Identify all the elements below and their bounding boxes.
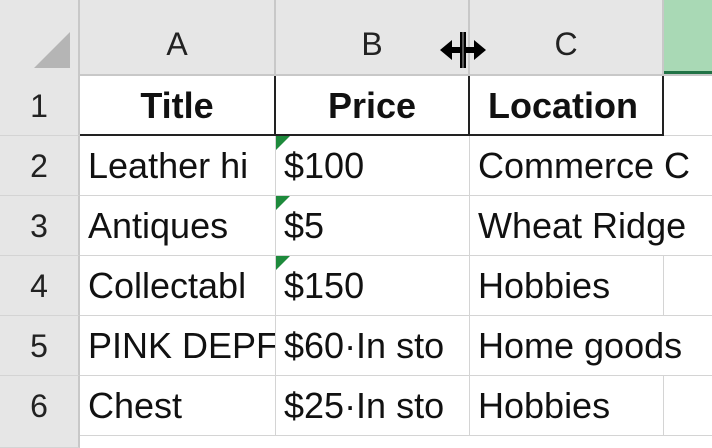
select-all-button[interactable] — [0, 0, 80, 76]
column-header-c[interactable]: C — [470, 0, 664, 74]
cell-b3-value: $5 — [284, 205, 325, 246]
cell-c2[interactable]: Commerce C — [470, 136, 712, 196]
cell-b6[interactable]: $25·In sto — [276, 376, 470, 436]
cell-d6[interactable] — [664, 376, 712, 436]
row-header-2[interactable]: 2 — [0, 136, 80, 196]
row-header-5[interactable]: 5 — [0, 316, 80, 376]
cell-b2-value: $100 — [284, 145, 365, 186]
select-all-triangle-icon — [34, 32, 70, 68]
row-header-3[interactable]: 3 — [0, 196, 80, 256]
cell-b1-price-header[interactable]: Price — [276, 76, 470, 136]
cell-a1-title-header[interactable]: Title — [80, 76, 276, 136]
cell-c6[interactable]: Hobbies — [470, 376, 664, 436]
number-stored-as-text-indicator-icon[interactable] — [276, 196, 290, 210]
cell-c3[interactable]: Wheat Ridge — [470, 196, 712, 256]
cell-c5[interactable]: Home goods — [470, 316, 712, 376]
cell-a5[interactable]: PINK DEPF — [80, 316, 276, 376]
cell-a4[interactable]: Collectabl — [80, 256, 276, 316]
row-header-7[interactable] — [0, 436, 80, 448]
cell-d4[interactable] — [664, 256, 712, 316]
column-header-d[interactable] — [664, 0, 712, 74]
cell-b4-value: $150 — [284, 265, 365, 306]
cell-c4[interactable]: Hobbies — [470, 256, 664, 316]
cell-b4[interactable]: $150 — [276, 256, 470, 316]
cell-a3[interactable]: Antiques — [80, 196, 276, 256]
cell-d1[interactable] — [664, 76, 712, 136]
row-header-1[interactable]: 1 — [0, 76, 80, 136]
number-stored-as-text-indicator-icon[interactable] — [276, 256, 290, 270]
cell-b3[interactable]: $5 — [276, 196, 470, 256]
cell-a2[interactable]: Leather hi — [80, 136, 276, 196]
cell-b2[interactable]: $100 — [276, 136, 470, 196]
number-stored-as-text-indicator-icon[interactable] — [276, 136, 290, 150]
cell-b5[interactable]: $60·In sto — [276, 316, 470, 376]
cell-a6[interactable]: Chest — [80, 376, 276, 436]
column-header-a[interactable]: A — [80, 0, 276, 74]
column-header-b[interactable]: B — [276, 0, 470, 74]
row-header-4[interactable]: 4 — [0, 256, 80, 316]
column-header-row: A B C — [0, 0, 712, 76]
cell-c1-location-header[interactable]: Location — [470, 76, 664, 136]
column-resize-cursor-icon — [440, 32, 486, 68]
